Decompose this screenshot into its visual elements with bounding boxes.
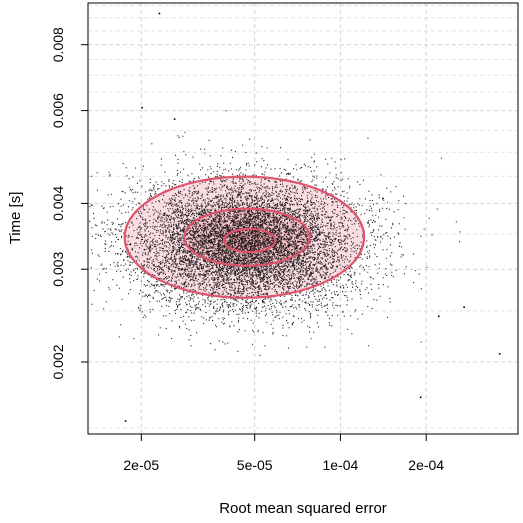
outlier-point — [124, 420, 127, 422]
y-tick-label: 0.008 — [50, 27, 66, 62]
x-axis-title: Root mean squared error — [219, 500, 387, 517]
contour-line-inner — [222, 227, 277, 254]
y-tick-label: 0.006 — [50, 93, 66, 128]
outlier-point — [438, 315, 440, 318]
y-axis: 0.002 0.003 0.004 0.006 0.008 — [50, 27, 88, 380]
outlier-point — [498, 353, 501, 355]
grid — [88, 3, 518, 434]
outlier-point — [173, 118, 176, 120]
x-axis: 2e-05 5e-05 1e-04 2e-04 — [123, 434, 444, 473]
x-tick-label: 2e-05 — [123, 457, 159, 473]
outlier-point — [141, 106, 143, 109]
y-tick-label: 0.004 — [50, 186, 66, 221]
contour-line-middle — [183, 207, 311, 267]
contour-lines — [123, 175, 366, 299]
point-cloud — [89, 12, 501, 422]
outlier-point — [463, 306, 465, 308]
outlier-point — [419, 396, 422, 399]
outlier-point — [158, 12, 161, 15]
x-tick-label: 5e-05 — [237, 457, 273, 473]
data-points — [89, 110, 461, 356]
outlier-point — [382, 197, 384, 200]
plot-frame — [87, 2, 519, 435]
y-tick-label: 0.003 — [50, 251, 66, 286]
y-axis-title: Time [s] — [7, 192, 24, 245]
contour-line-outer — [123, 175, 366, 299]
y-tick-label: 0.002 — [50, 344, 66, 379]
x-tick-label: 2e-04 — [408, 457, 444, 473]
x-tick-label: 1e-04 — [322, 457, 358, 473]
